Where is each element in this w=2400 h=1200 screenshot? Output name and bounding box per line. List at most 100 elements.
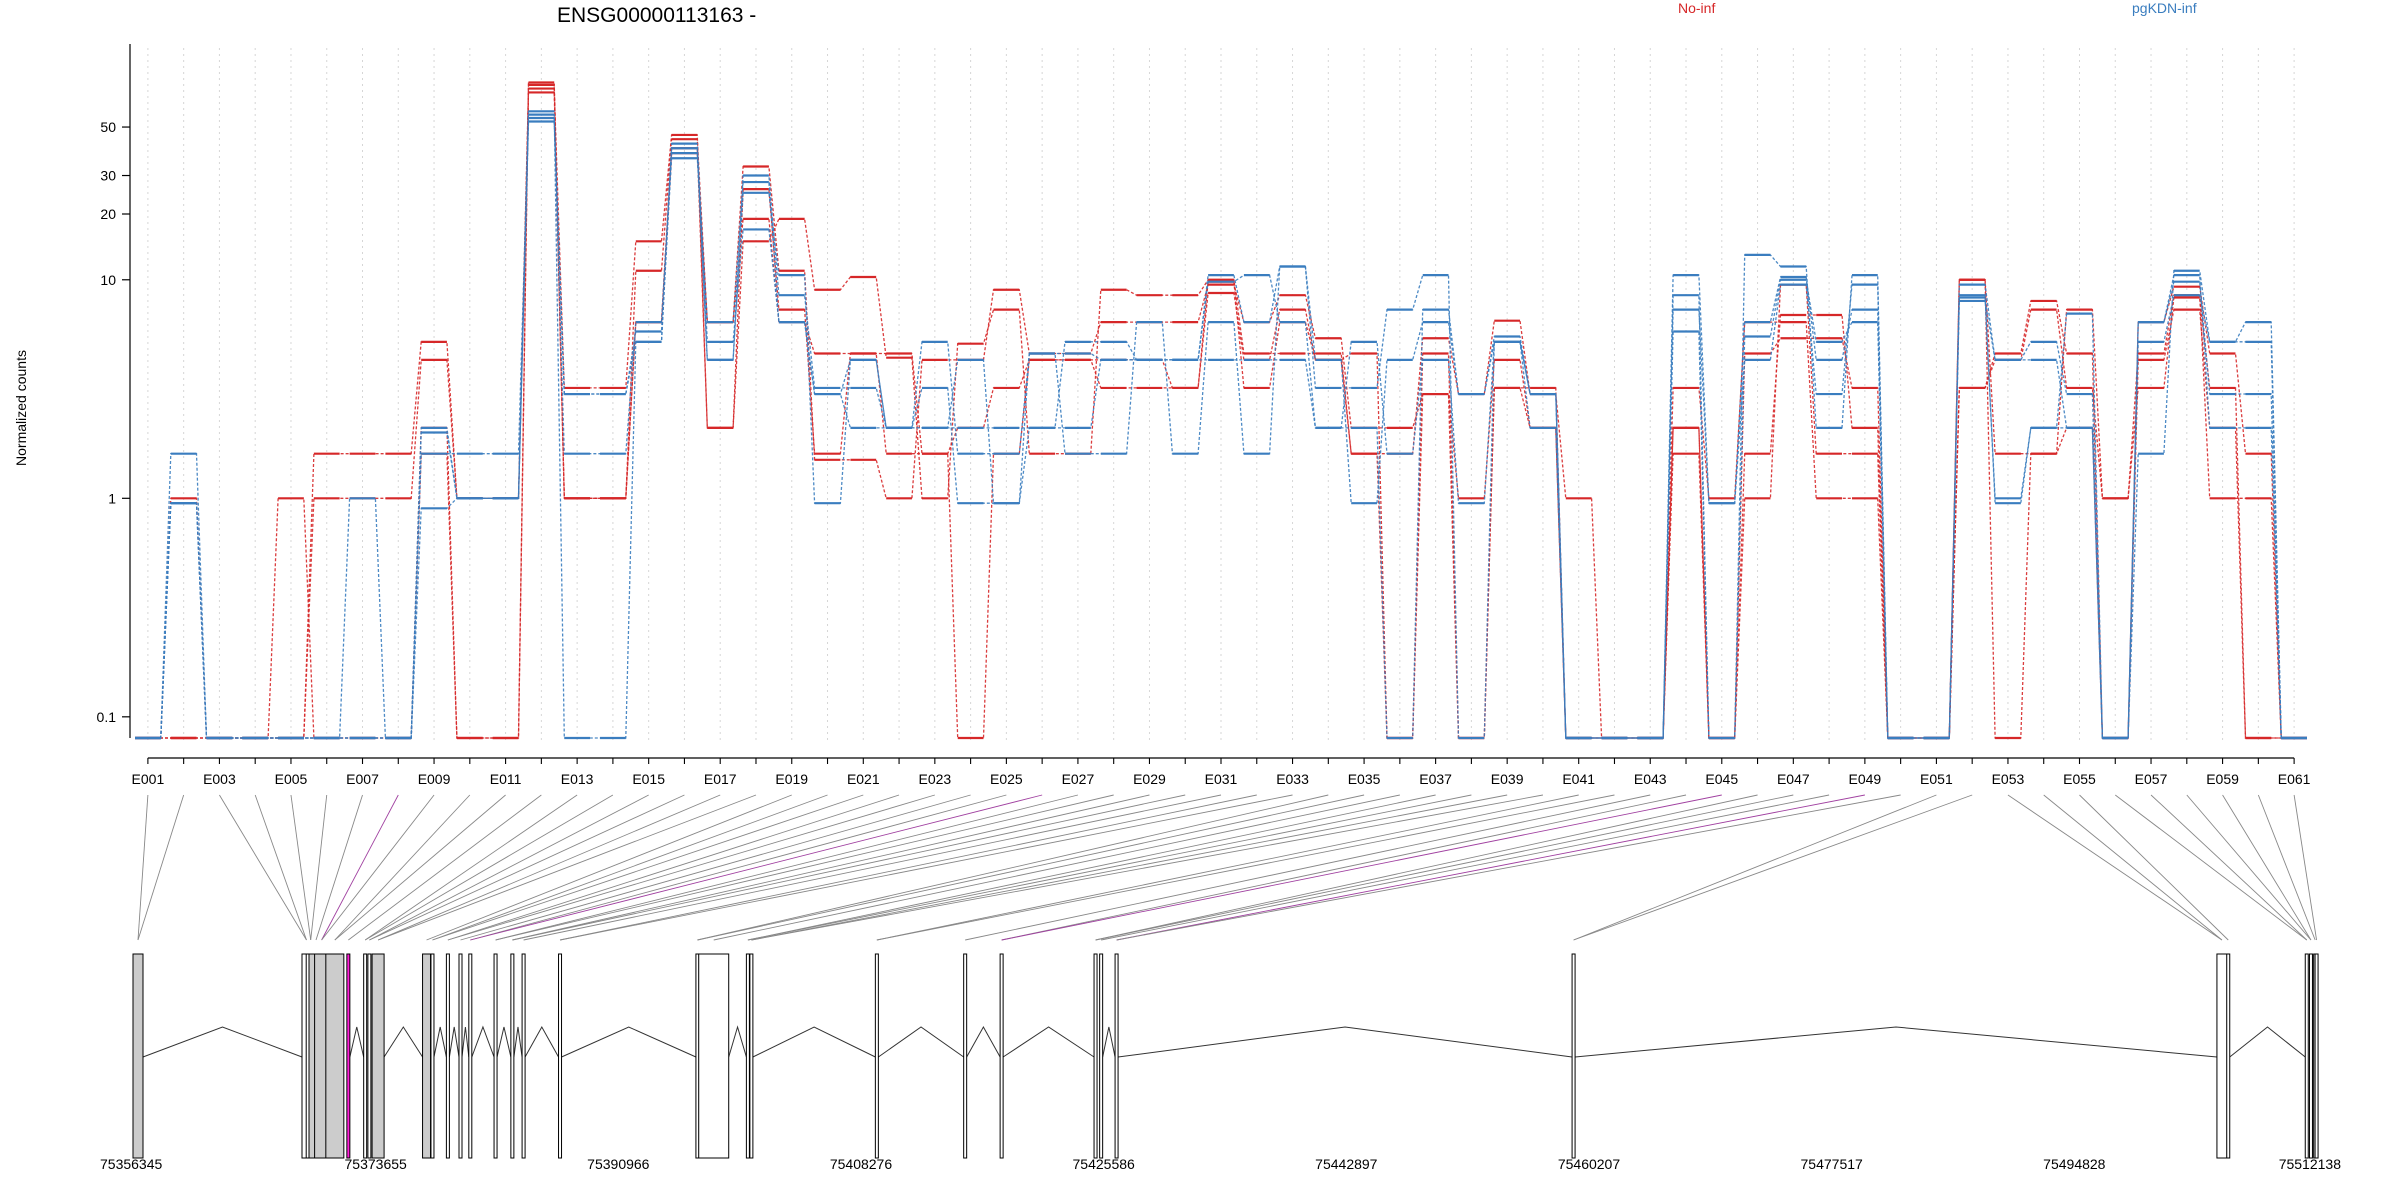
exon-connector: [512, 794, 1186, 941]
y-tick-label: 20: [100, 206, 116, 222]
exon-box: [371, 953, 385, 1159]
exon-connector: [310, 794, 328, 941]
intron: [496, 1026, 512, 1058]
x-tick-label: E049: [1849, 771, 1882, 787]
coordinate-axis: 75356345 75373655 75390966 75408276 75425586…: [100, 1156, 2341, 1172]
exon-connector: [751, 794, 1508, 941]
coordinate-tick-label: 75390966: [587, 1156, 650, 1172]
exon-box: [132, 953, 144, 1159]
intron: [471, 1025, 495, 1058]
exon-connector: [290, 794, 312, 941]
x-tick-label: E051: [1920, 771, 1953, 787]
exon-connector: [1001, 794, 1687, 941]
exon-axis: E001 E003 E005 E007 E009 E011 E013 E015 E017 E019…: [132, 757, 2311, 787]
x-tick-label: E031: [1205, 771, 1238, 787]
exon-box: [430, 953, 435, 1159]
x-tick-label: E019: [775, 771, 808, 787]
x-tick-label: E021: [847, 771, 880, 787]
coordinate-tick-label: 75442897: [1315, 1156, 1378, 1172]
exon-box: [468, 953, 473, 1159]
intron: [1002, 1026, 1095, 1058]
exon-connector: [432, 794, 828, 941]
exon-connector: [364, 794, 578, 941]
exon-box: [874, 953, 879, 1159]
exon-connector: [876, 794, 1579, 941]
x-tick-label: E005: [275, 771, 308, 787]
exon-box: [445, 953, 450, 1159]
exon-box: [510, 953, 515, 1159]
coordinate-tick-label: 75512138: [2279, 1156, 2342, 1172]
x-tick-label: E037: [1419, 771, 1452, 787]
exon-connector: [559, 794, 1293, 941]
exon-box: [325, 953, 345, 1159]
x-tick-label: E013: [561, 771, 594, 787]
exon-connector: [495, 794, 1114, 941]
intron: [966, 1025, 1001, 1058]
exon-connector: [713, 794, 1400, 941]
legend-no-inf: No-inf: [1678, 0, 1715, 16]
exon-connector: [2150, 794, 2308, 941]
exon-box: [2226, 953, 2231, 1159]
exon-box: [1093, 953, 1098, 1159]
coordinate-tick-label: 75425586: [1073, 1156, 1136, 1172]
exon-connector: [1001, 794, 1722, 941]
exon-connector: [965, 794, 1651, 941]
exon-box: [2314, 953, 2319, 1159]
exon-box: [749, 953, 754, 1159]
exon-connector: [2043, 794, 2223, 941]
exon-connector: [1573, 794, 1973, 941]
exon-box: [367, 953, 372, 1159]
intron: [878, 1026, 964, 1058]
exon-connector: [751, 794, 1544, 941]
exon-connector: [495, 794, 1079, 941]
x-tick-label: E029: [1133, 771, 1166, 787]
exon-connector: [321, 794, 435, 941]
x-tick-label: E041: [1562, 771, 1595, 787]
x-tick-label: E053: [1992, 771, 2025, 787]
exon-connector: [2114, 794, 2308, 941]
intron: [1102, 1026, 1116, 1058]
intron: [383, 1026, 423, 1058]
exon-connector: [747, 794, 1472, 941]
exon-box: [1114, 953, 1119, 1159]
exon-connector: [470, 794, 1007, 941]
exon-connector: [470, 794, 1043, 941]
intron: [142, 1026, 303, 1058]
y-tick-label: 30: [100, 168, 116, 184]
intron: [461, 1026, 470, 1058]
exon-connector: [364, 794, 614, 941]
x-tick-label: E017: [704, 771, 737, 787]
exon-box: [493, 953, 498, 1159]
x-tick-label: E047: [1777, 771, 1810, 787]
exon-box: [1571, 953, 1576, 1159]
exon-box: [346, 953, 351, 1159]
exon-connector: [1116, 794, 1901, 941]
x-tick-label: E015: [632, 771, 665, 787]
intron: [728, 1025, 747, 1058]
exon-connector: [447, 794, 900, 941]
intron: [561, 1026, 697, 1058]
exon-connector: [377, 794, 757, 941]
x-tick-label: E011: [490, 771, 522, 787]
x-tick-label: E025: [990, 771, 1023, 787]
gene-model: [132, 953, 2319, 1159]
intron: [448, 1026, 460, 1058]
exon-connector: [1573, 794, 1937, 941]
coordinate-tick-label: 75373655: [345, 1156, 408, 1172]
intron: [349, 1026, 365, 1058]
coordinate-tick-label: 75477517: [1801, 1156, 1864, 1172]
chart-title: ENSG00000113163 -: [557, 4, 756, 27]
exon-connector: [2257, 794, 2316, 941]
exon-box: [558, 953, 563, 1159]
exon-grid: [147, 48, 2295, 740]
exon-connectors: [137, 794, 2318, 941]
intron: [513, 1026, 523, 1058]
x-tick-label: E033: [1276, 771, 1309, 787]
y-axis: 0.1 1 10 20 30 50: [97, 44, 131, 738]
x-tick-label: E039: [1491, 771, 1524, 787]
exon-connector: [512, 794, 1150, 941]
intron: [1575, 1026, 2217, 1058]
x-tick-label: E003: [203, 771, 236, 787]
exon-connector: [697, 794, 1365, 941]
